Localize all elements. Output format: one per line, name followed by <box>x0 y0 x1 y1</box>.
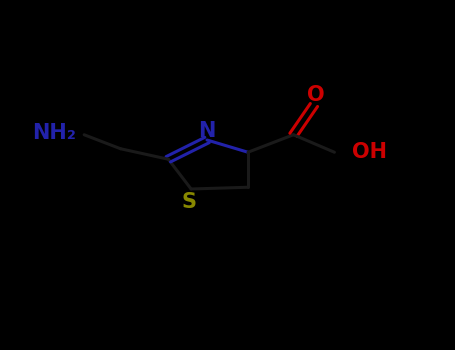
Text: N: N <box>198 121 216 141</box>
Text: NH₂: NH₂ <box>32 123 76 143</box>
Text: OH: OH <box>352 142 387 162</box>
Text: S: S <box>182 192 196 212</box>
Text: O: O <box>308 85 325 105</box>
